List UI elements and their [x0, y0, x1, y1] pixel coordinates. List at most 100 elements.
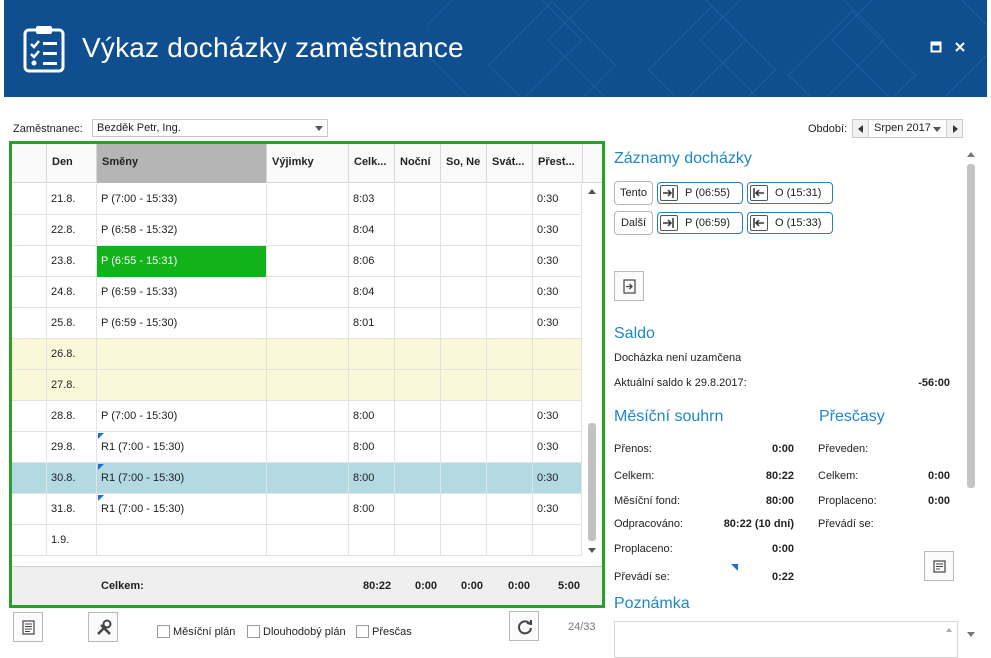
cell-shift[interactable]	[97, 370, 267, 401]
table-row[interactable]: 21.8. P (7:00 - 15:33) 8:03 0:30	[12, 184, 582, 215]
cell-holiday[interactable]	[487, 401, 533, 432]
cell-weekend[interactable]	[441, 370, 487, 401]
cell-total[interactable]: 8:00	[349, 401, 395, 432]
cell-weekend[interactable]	[441, 432, 487, 463]
note-textarea[interactable]	[614, 621, 958, 658]
table-row[interactable]: 24.8. P (6:59 - 15:33) 8:04 0:30	[12, 277, 582, 308]
cell-exceptions[interactable]	[267, 339, 349, 370]
column-header-night[interactable]: Noční	[395, 144, 441, 183]
cell-shift[interactable]: P (6:59 - 15:33)	[97, 277, 267, 308]
report-button[interactable]	[13, 612, 43, 642]
cell-weekend[interactable]	[441, 277, 487, 308]
cell-day[interactable]: 29.8.	[47, 432, 97, 463]
cell-weekend[interactable]	[441, 525, 487, 556]
cell-break[interactable]: 0:30	[533, 432, 582, 463]
cell-day[interactable]: 25.8.	[47, 308, 97, 339]
cell-exceptions[interactable]	[267, 246, 349, 277]
maximize-icon[interactable]	[930, 40, 942, 56]
employee-select[interactable]: Bezděk Petr, Ing.	[92, 119, 328, 137]
cell-shift[interactable]: P (6:59 - 15:30)	[97, 308, 267, 339]
scroll-thumb[interactable]	[588, 423, 596, 541]
scroll-thumb[interactable]	[967, 164, 975, 488]
cell-night[interactable]	[395, 215, 441, 246]
cell-holiday[interactable]	[487, 432, 533, 463]
cell-exceptions[interactable]	[267, 432, 349, 463]
column-header-holiday[interactable]: Svát...	[487, 144, 533, 183]
cell-break[interactable]: 0:30	[533, 277, 582, 308]
import-record-button[interactable]	[614, 271, 644, 301]
this-departure-button[interactable]: O (15:31)	[747, 182, 833, 204]
table-row[interactable]: 23.8. P (6:55 - 15:31) 8:06 0:30	[12, 246, 582, 277]
cell-total[interactable]: 8:01	[349, 308, 395, 339]
cell-break[interactable]	[533, 339, 582, 370]
cell-shift[interactable]: P (6:55 - 15:31)	[97, 246, 267, 277]
cell-day[interactable]: 31.8.	[47, 494, 97, 525]
cell-break[interactable]	[533, 370, 582, 401]
cell-night[interactable]	[395, 463, 441, 494]
cell-weekend[interactable]	[441, 246, 487, 277]
table-row[interactable]: 31.8. R1 (7:00 - 15:30) 8:00 0:30	[12, 494, 582, 525]
cell-shift[interactable]: P (6:58 - 15:32)	[97, 215, 267, 246]
longterm-plan-checkbox[interactable]: Dlouhodobý plán	[247, 625, 346, 638]
cell-night[interactable]	[395, 370, 441, 401]
cell-total[interactable]	[349, 339, 395, 370]
cell-weekend[interactable]	[441, 494, 487, 525]
cell-day[interactable]: 21.8.	[47, 184, 97, 215]
cell-night[interactable]	[395, 401, 441, 432]
cell-day[interactable]: 26.8.	[47, 339, 97, 370]
cell-shift[interactable]	[97, 525, 267, 556]
cell-day[interactable]: 23.8.	[47, 246, 97, 277]
cell-night[interactable]	[395, 494, 441, 525]
cell-holiday[interactable]	[487, 308, 533, 339]
monthly-plan-checkbox[interactable]: Měsíční plán	[157, 625, 235, 638]
next-arrival-button[interactable]: P (06:59)	[657, 212, 743, 234]
cell-exceptions[interactable]	[267, 401, 349, 432]
cell-total[interactable]: 8:03	[349, 184, 395, 215]
cell-exceptions[interactable]	[267, 463, 349, 494]
cell-night[interactable]	[395, 432, 441, 463]
cell-total[interactable]: 8:04	[349, 277, 395, 308]
tools-button[interactable]	[88, 612, 118, 642]
cell-break[interactable]: 0:30	[533, 494, 582, 525]
table-row[interactable]: 22.8. P (6:58 - 15:32) 8:04 0:30	[12, 215, 582, 246]
cell-break[interactable]	[533, 525, 582, 556]
cell-night[interactable]	[395, 277, 441, 308]
cell-holiday[interactable]	[487, 277, 533, 308]
cell-holiday[interactable]	[487, 184, 533, 215]
cell-holiday[interactable]	[487, 525, 533, 556]
cell-holiday[interactable]	[487, 370, 533, 401]
cell-night[interactable]	[395, 184, 441, 215]
cell-night[interactable]	[395, 339, 441, 370]
cell-weekend[interactable]	[441, 463, 487, 494]
cell-day[interactable]: 24.8.	[47, 277, 97, 308]
cell-exceptions[interactable]	[267, 494, 349, 525]
column-header-shifts[interactable]: Směny	[97, 144, 267, 183]
cell-night[interactable]	[395, 525, 441, 556]
table-row[interactable]: 1.9.	[12, 525, 582, 556]
cell-exceptions[interactable]	[267, 525, 349, 556]
cell-break[interactable]: 0:30	[533, 401, 582, 432]
cell-holiday[interactable]	[487, 339, 533, 370]
cell-break[interactable]: 0:30	[533, 184, 582, 215]
grid-scrollbar[interactable]	[584, 183, 600, 563]
cell-break[interactable]: 0:30	[533, 246, 582, 277]
this-button[interactable]: Tento	[614, 181, 653, 205]
cell-holiday[interactable]	[487, 463, 533, 494]
cell-exceptions[interactable]	[267, 277, 349, 308]
cell-holiday[interactable]	[487, 246, 533, 277]
scroll-up-icon[interactable]	[967, 152, 975, 157]
cell-night[interactable]	[395, 308, 441, 339]
cell-holiday[interactable]	[487, 494, 533, 525]
cell-total[interactable]	[349, 370, 395, 401]
cell-holiday[interactable]	[487, 215, 533, 246]
table-row[interactable]: 29.8. R1 (7:00 - 15:30) 8:00 0:30	[12, 432, 582, 463]
table-row[interactable]: 25.8. P (6:59 - 15:30) 8:01 0:30	[12, 308, 582, 339]
this-arrival-button[interactable]: P (06:55)	[657, 182, 743, 204]
cell-total[interactable]: 8:06	[349, 246, 395, 277]
cell-shift[interactable]: R1 (7:00 - 15:30)	[97, 463, 267, 494]
cell-night[interactable]	[395, 246, 441, 277]
cell-exceptions[interactable]	[267, 308, 349, 339]
scroll-down-icon[interactable]	[967, 632, 975, 637]
cell-exceptions[interactable]	[267, 184, 349, 215]
overtime-checkbox[interactable]: Přesčas	[356, 625, 412, 638]
